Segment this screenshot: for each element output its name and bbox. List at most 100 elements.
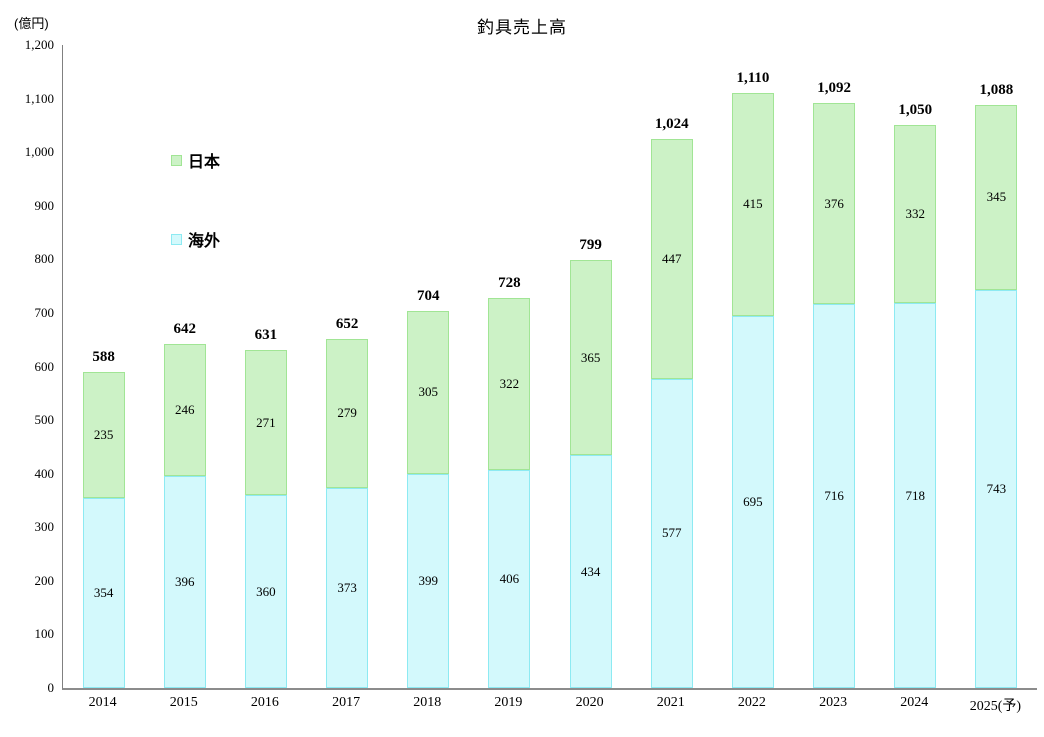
bar-segment-overseas: 406 <box>488 470 531 688</box>
bar-segment-overseas: 716 <box>813 304 856 688</box>
japan-value-label: 345 <box>986 189 1007 205</box>
y-tick-label: 1,200 <box>24 37 54 52</box>
japan-value-label: 305 <box>418 384 439 400</box>
x-tick-label: 2024 <box>900 695 929 710</box>
overseas-value-label: 434 <box>580 563 601 579</box>
bar-total-label: 1,088 <box>979 82 1014 99</box>
bar-segment-japan: 279 <box>326 338 369 489</box>
bar-total-label: 704 <box>417 287 440 304</box>
y-tick-label: 400 <box>34 465 55 481</box>
y-axis-unit-label: (億円) <box>14 16 49 31</box>
overseas-value-label: 406 <box>499 571 520 587</box>
bar-segment-japan: 332 <box>894 125 937 304</box>
legend-label: 日本 <box>188 154 221 171</box>
japan-value-label: 279 <box>337 405 357 421</box>
y-tick-label: 600 <box>34 358 55 374</box>
legend-item-overseas: 海外 <box>171 227 220 251</box>
legend: 日本 海外 <box>171 148 220 251</box>
bar-total-label: 588 <box>92 349 115 366</box>
plot-area: 日本 海外 354 235 588 396 246 642 360 271 631 373 279 65… <box>62 45 1037 690</box>
x-tick-label: 2014 <box>88 695 117 710</box>
bar-segment-japan: 271 <box>244 349 287 496</box>
bar-2020: 434 365 <box>569 259 612 688</box>
x-tick-label: 2017 <box>332 695 361 710</box>
overseas-value-label: 716 <box>824 488 844 504</box>
legend-swatch-icon <box>171 154 182 166</box>
y-tick-label: 800 <box>34 251 55 267</box>
y-tick-label: 700 <box>34 304 55 320</box>
japan-value-label: 271 <box>256 414 276 430</box>
bar-total-label: 1,110 <box>736 70 770 87</box>
overseas-value-label: 577 <box>662 525 682 541</box>
bar-total-label: 728 <box>498 274 521 291</box>
bar-segment-overseas: 577 <box>650 378 693 688</box>
y-tick-label: 500 <box>34 412 55 428</box>
bar-segment-japan: 415 <box>731 93 774 316</box>
bar-2015: 396 246 <box>163 344 206 688</box>
bar-2018: 399 305 <box>407 310 450 688</box>
bar-2019: 406 322 <box>488 297 531 688</box>
y-tick-label: 200 <box>34 572 55 588</box>
y-tick-label: 300 <box>34 519 55 535</box>
y-tick-label: 900 <box>34 197 55 213</box>
overseas-value-label: 695 <box>743 493 763 509</box>
bar-segment-japan: 322 <box>488 297 531 471</box>
japan-value-label: 235 <box>93 427 114 443</box>
bar-segment-japan: 365 <box>569 259 612 456</box>
bar-2023: 716 376 <box>813 102 856 688</box>
x-tick-label: 2020 <box>575 695 604 710</box>
overseas-value-label: 354 <box>93 585 114 601</box>
bar-total-label: 1,024 <box>654 116 689 133</box>
chart-title: 釣具売上高 <box>477 18 567 37</box>
x-axis: 2014 2015 2016 2017 2018 2019 2020 2021 2022 2023… <box>62 695 1036 719</box>
x-tick-label: 2018 <box>413 695 442 710</box>
overseas-value-label: 360 <box>256 583 276 599</box>
bar-segment-japan: 235 <box>82 372 125 499</box>
bar-segment-overseas: 718 <box>894 303 937 688</box>
bar-segment-japan: 246 <box>163 344 206 476</box>
bar-2024: 718 332 <box>894 125 937 688</box>
x-tick-label: 2021 <box>656 695 685 710</box>
y-tick-label: 1,000 <box>24 144 54 160</box>
x-tick-label: 2019 <box>494 695 523 710</box>
overseas-value-label: 396 <box>175 573 195 589</box>
japan-value-label: 415 <box>743 196 763 212</box>
x-tick-label: 2016 <box>250 695 279 710</box>
japan-value-label: 246 <box>175 401 195 417</box>
japan-value-label: 365 <box>580 349 601 365</box>
y-tick-label: 1,100 <box>24 90 54 106</box>
bar-total-label: 631 <box>254 326 278 343</box>
bar-2016: 360 271 <box>244 349 287 688</box>
bar-total-label: 642 <box>173 321 197 337</box>
bar-2022: 695 415 <box>731 93 774 688</box>
bar-segment-overseas: 434 <box>569 455 612 688</box>
bar-segment-japan: 376 <box>813 102 856 305</box>
bar-segment-overseas: 354 <box>82 498 125 688</box>
bar-2025(予): 743 345 <box>975 105 1018 688</box>
x-tick-label: 2022 <box>737 695 766 710</box>
japan-value-label: 322 <box>499 376 520 392</box>
legend-label: 海外 <box>188 233 221 250</box>
bar-segment-japan: 305 <box>407 310 450 475</box>
overseas-value-label: 399 <box>418 573 439 589</box>
bar-segment-overseas: 360 <box>244 495 287 688</box>
legend-item-japan: 日本 <box>171 148 220 172</box>
bar-segment-overseas: 373 <box>326 488 369 688</box>
bar-2021: 577 447 <box>650 139 693 688</box>
japan-value-label: 332 <box>905 206 926 222</box>
bar-segment-overseas: 396 <box>163 475 206 688</box>
legend-swatch-icon <box>171 233 182 245</box>
bar-total-label: 799 <box>579 236 602 253</box>
x-tick-label: 2023 <box>819 695 848 710</box>
x-tick-label: 2015 <box>169 695 198 710</box>
overseas-value-label: 373 <box>337 580 357 596</box>
bar-segment-overseas: 743 <box>975 289 1018 688</box>
bar-segment-overseas: 695 <box>731 315 774 688</box>
bar-total-label: 1,050 <box>898 102 933 119</box>
x-tick-label: 2025(予) <box>969 699 1022 714</box>
bar-segment-japan: 345 <box>975 105 1018 290</box>
y-axis: 0 100 200 300 400 500 600 700 800 900 1,000 1,100 1,… <box>0 37 55 695</box>
y-tick-label: 0 <box>47 680 55 695</box>
y-tick-label: 100 <box>34 626 55 642</box>
